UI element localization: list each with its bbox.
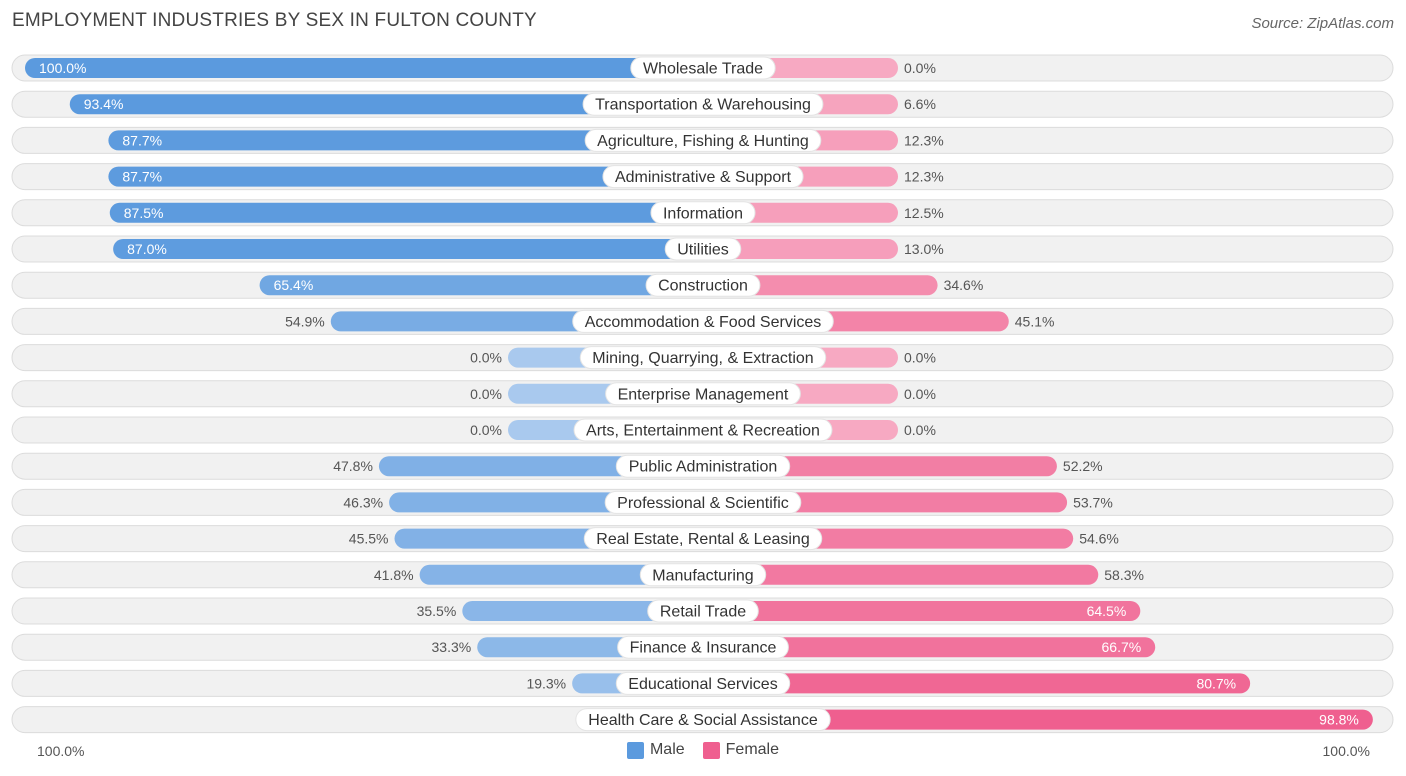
category-label: Mining, Quarrying, & Extraction xyxy=(592,350,813,367)
male-bar xyxy=(25,58,703,78)
category-label: Information xyxy=(663,205,743,222)
category-label: Wholesale Trade xyxy=(643,61,763,78)
female-value-label: 66.7% xyxy=(1102,639,1142,655)
legend-item-male[interactable]: Male xyxy=(627,741,685,759)
male-value-label: 0.0% xyxy=(470,422,502,438)
category-label: Real Estate, Rental & Leasing xyxy=(596,531,809,548)
female-swatch-icon xyxy=(703,742,720,759)
category-label: Retail Trade xyxy=(660,604,746,621)
male-value-label: 45.5% xyxy=(349,531,389,547)
legend-male-label: Male xyxy=(650,741,685,759)
legend: Male Female xyxy=(0,741,1406,759)
male-value-label: 0.0% xyxy=(470,386,502,402)
male-value-label: 35.5% xyxy=(417,603,457,619)
row-16: 33.3% 66.7% Finance & Insurance xyxy=(12,634,1393,660)
male-swatch-icon xyxy=(627,742,644,759)
male-bar xyxy=(110,203,703,223)
female-value-label: 54.6% xyxy=(1079,531,1119,547)
female-value-label: 0.0% xyxy=(904,350,936,366)
row-11: 47.8% 52.2% Public Administration xyxy=(12,453,1393,479)
row-13: 45.5% 54.6% Real Estate, Rental & Leasing xyxy=(12,526,1393,552)
female-value-label: 58.3% xyxy=(1104,567,1144,583)
female-value-label: 98.8% xyxy=(1319,712,1359,728)
row-8: 0.0% 0.0% Mining, Quarrying, & Extraction xyxy=(12,345,1393,371)
male-value-label: 100.0% xyxy=(39,60,86,76)
female-value-label: 34.6% xyxy=(944,277,984,293)
female-value-label: 0.0% xyxy=(904,422,936,438)
legend-item-female[interactable]: Female xyxy=(703,741,779,759)
row-0: 100.0% 0.0% Wholesale Trade xyxy=(12,55,1393,81)
row-9: 0.0% 0.0% Enterprise Management xyxy=(12,381,1393,407)
row-6: 65.4% 34.6% Construction xyxy=(12,272,1393,298)
row-14: 41.8% 58.3% Manufacturing xyxy=(12,562,1393,588)
row-5: 87.0% 13.0% Utilities xyxy=(12,236,1393,262)
female-value-label: 0.0% xyxy=(904,60,936,76)
category-label: Accommodation & Food Services xyxy=(585,314,822,331)
male-value-label: 41.8% xyxy=(374,567,414,583)
female-value-label: 12.3% xyxy=(904,169,944,185)
row-4: 87.5% 12.5% Information xyxy=(12,200,1393,226)
category-label: Construction xyxy=(658,278,748,295)
diverging-bar-chart: 100.0% 0.0% Wholesale Trade 93.4% 6.6% Transp… xyxy=(0,0,1406,776)
female-value-label: 45.1% xyxy=(1015,313,1055,329)
category-label: Educational Services xyxy=(628,676,777,693)
female-value-label: 6.6% xyxy=(904,96,936,112)
male-bar xyxy=(113,239,703,259)
male-value-label: 0.0% xyxy=(470,350,502,366)
category-label: Public Administration xyxy=(629,459,778,476)
row-1: 93.4% 6.6% Transportation & Warehousing xyxy=(12,91,1393,117)
female-value-label: 12.3% xyxy=(904,132,944,148)
category-label: Utilities xyxy=(677,242,729,259)
male-value-label: 47.8% xyxy=(333,458,373,474)
category-label: Arts, Entertainment & Recreation xyxy=(586,423,820,440)
male-value-label: 19.3% xyxy=(526,675,566,691)
category-label: Enterprise Management xyxy=(618,386,789,403)
female-value-label: 64.5% xyxy=(1087,603,1127,619)
male-value-label: 33.3% xyxy=(432,639,472,655)
male-value-label: 65.4% xyxy=(274,277,314,293)
female-value-label: 80.7% xyxy=(1196,675,1236,691)
male-value-label: 87.0% xyxy=(127,241,167,257)
male-value-label: 46.3% xyxy=(343,494,383,510)
category-label: Administrative & Support xyxy=(615,169,792,186)
legend-female-label: Female xyxy=(726,741,779,759)
row-17: 19.3% 80.7% Educational Services xyxy=(12,670,1393,696)
category-label: Finance & Insurance xyxy=(630,640,777,657)
female-value-label: 13.0% xyxy=(904,241,944,257)
row-3: 87.7% 12.3% Administrative & Support xyxy=(12,164,1393,190)
category-label: Transportation & Warehousing xyxy=(595,97,811,114)
female-value-label: 0.0% xyxy=(904,386,936,402)
category-label: Agriculture, Fishing & Hunting xyxy=(597,133,809,150)
row-7: 54.9% 45.1% Accommodation & Food Services xyxy=(12,308,1393,334)
male-value-label: 87.7% xyxy=(122,169,162,185)
row-12: 46.3% 53.7% Professional & Scientific xyxy=(12,489,1393,515)
row-2: 87.7% 12.3% Agriculture, Fishing & Hunting xyxy=(12,127,1393,153)
male-value-label: 87.7% xyxy=(122,132,162,148)
row-10: 0.0% 0.0% Arts, Entertainment & Recreation xyxy=(12,417,1393,443)
row-15: 35.5% 64.5% Retail Trade xyxy=(12,598,1393,624)
male-bar xyxy=(260,275,703,295)
male-value-label: 93.4% xyxy=(84,96,124,112)
female-value-label: 52.2% xyxy=(1063,458,1103,474)
row-18: 1.2%98.8%Health Care & Social Assistance xyxy=(12,707,1393,733)
male-value-label: 87.5% xyxy=(124,205,164,221)
female-value-label: 12.5% xyxy=(904,205,944,221)
category-label: Health Care & Social Assistance xyxy=(588,712,818,729)
female-bar xyxy=(703,601,1140,621)
category-label: Professional & Scientific xyxy=(617,495,789,512)
category-label: Manufacturing xyxy=(652,567,753,584)
male-value-label: 54.9% xyxy=(285,313,325,329)
female-value-label: 53.7% xyxy=(1073,494,1113,510)
